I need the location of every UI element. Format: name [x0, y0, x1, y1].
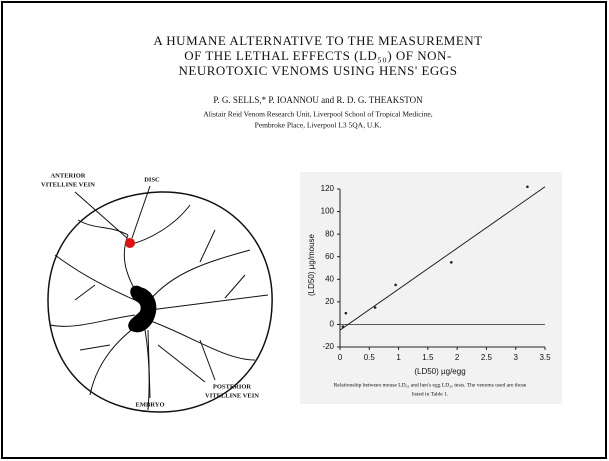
title-line: NEUROTOXIC VENOMS USING HENS' EGGS: [179, 63, 458, 78]
affiliation: Alistair Reid Venom Research Unit, Liver…: [203, 110, 432, 119]
y-tick-label: 80: [325, 229, 334, 238]
caption: Relationship between mouse LD₅₀ and hen'…: [334, 382, 527, 388]
chart-panel: [300, 172, 562, 404]
y-tick-label: -20: [322, 342, 334, 351]
x-tick-label: 0: [338, 353, 343, 362]
diagram-label: ANTERIOR: [50, 172, 85, 179]
x-tick-label: 1.5: [422, 353, 434, 362]
x-tick-label: 2.5: [481, 353, 493, 362]
y-tick-label: 0: [330, 320, 335, 329]
y-tick-label: 20: [325, 297, 334, 306]
diagram-label: VITELLINE VEIN: [41, 181, 95, 188]
caption: listed in Table 1.: [412, 391, 449, 397]
x-tick-label: 3.5: [539, 353, 551, 362]
x-tick-label: 2: [455, 353, 460, 362]
leader-line: [131, 185, 151, 239]
leader-line: [157, 344, 206, 383]
y-axis-label: (LD50) µg/mouse: [307, 233, 316, 296]
x-tick-label: 1: [396, 353, 401, 362]
embryo: [128, 285, 157, 333]
trend-line: [339, 186, 546, 331]
y-tick-label: 40: [325, 274, 334, 283]
diagram-label: EMBRYO: [135, 401, 164, 408]
point: [373, 306, 377, 309]
egg-outline: [47, 191, 273, 413]
x-tick-label: 0.5: [364, 353, 376, 362]
leader-line: [147, 329, 151, 399]
x-tick-label: 3: [513, 353, 518, 362]
y-tick-label: 60: [325, 252, 334, 261]
leader-line: [74, 191, 128, 239]
point: [526, 185, 529, 189]
point: [394, 283, 397, 287]
title-line: A HUMANE ALTERNATIVE TO THE MEASUREMENT: [153, 33, 482, 48]
diagram-label: DISC: [144, 176, 160, 183]
title-line: OF THE LETHAL EFFECTS (LD₅₀) OF NON-: [184, 48, 452, 63]
diagram-label: VITELLINE VEIN: [205, 392, 259, 399]
affiliation: Pembroke Place, Liverpool L3 5QA, U.K.: [255, 121, 382, 130]
x-axis-label: (LD50) µg/egg: [414, 367, 465, 376]
disc-dot: [125, 238, 135, 248]
point: [344, 311, 348, 315]
diagram-label: POSTERIOR: [213, 383, 252, 390]
point: [449, 261, 453, 264]
y-tick-label: 120: [321, 184, 335, 193]
y-tick-label: 100: [321, 207, 335, 216]
point: [341, 325, 345, 328]
authors: P. G. SELLS,* P. IOANNOU and R. D. G. TH…: [213, 95, 423, 105]
egg-diagram: [47, 185, 273, 413]
